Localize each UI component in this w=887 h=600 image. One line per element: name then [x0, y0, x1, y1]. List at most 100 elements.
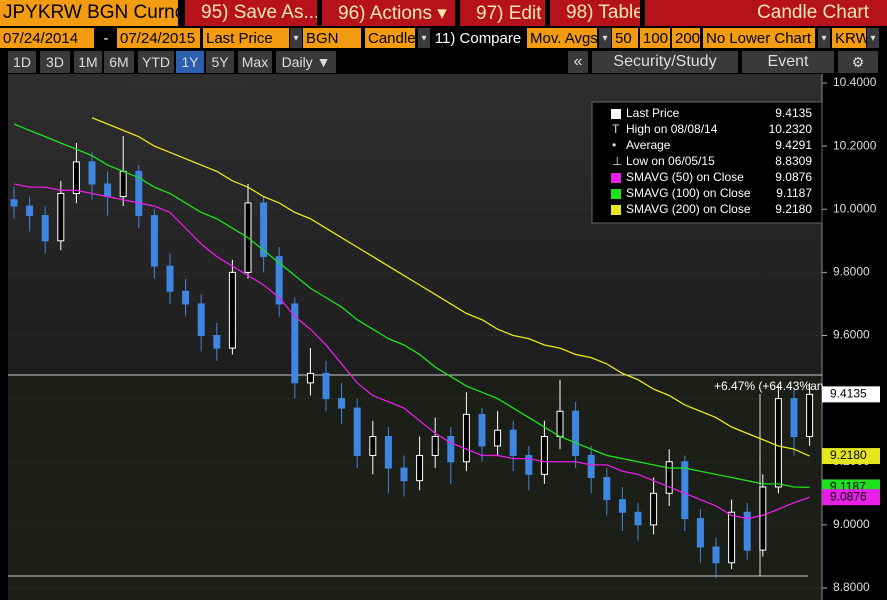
candle-body	[681, 461, 689, 520]
toolbar-item: ▾	[867, 28, 879, 48]
toolbar-item[interactable]: Candle Chart	[645, 0, 887, 26]
legend-value: 9.0876	[775, 170, 812, 184]
candle-body	[88, 161, 96, 185]
candle-body	[494, 429, 502, 447]
candle-body	[478, 413, 486, 447]
price-tag	[822, 489, 880, 506]
legend-box	[591, 101, 823, 224]
y-tick-label: 10.0000	[833, 201, 877, 215]
toolbar-item[interactable]: 07/24/2014	[0, 28, 94, 48]
candle-body	[10, 199, 18, 207]
toolbar-item[interactable]: 97) Edit ▾	[460, 0, 545, 26]
toolbar-item[interactable]: 200	[672, 28, 700, 48]
candle-body	[384, 436, 392, 469]
toolbar-item[interactable]: 1M	[74, 51, 102, 73]
y-tick-label: 9.0000	[833, 517, 870, 531]
y-tick-label: 9.8000	[833, 265, 870, 279]
legend-value: 10.2320	[769, 122, 813, 136]
candle-body	[41, 215, 49, 242]
candle-body	[447, 436, 455, 463]
legend-symbol: T	[612, 122, 620, 136]
toolbar-item[interactable]: 6M	[104, 51, 134, 73]
plot-lower-band	[8, 375, 822, 600]
candle-body	[650, 492, 658, 526]
toolbar-item[interactable]: JPYKRW BGN Curncy	[0, 0, 178, 26]
candle-body	[759, 486, 767, 551]
legend-value: 9.1187	[776, 186, 812, 200]
candle-body	[509, 429, 517, 456]
candle-body	[431, 436, 439, 456]
candle-body	[197, 303, 205, 336]
candle-body	[416, 454, 424, 482]
toolbar-item[interactable]: 5Y	[206, 51, 234, 73]
y-tick-label: 9.6000	[833, 328, 870, 342]
sma-line	[91, 117, 810, 457]
toolbar-item[interactable]: 11) Compare	[434, 29, 522, 47]
candle-body	[119, 170, 127, 198]
candle-body	[774, 398, 782, 488]
toolbar-item[interactable]: Security/Study	[592, 51, 738, 73]
y-tick-label: 10.2000	[833, 138, 877, 152]
candle-body	[228, 271, 236, 349]
toolbar-item[interactable]: 50	[612, 28, 638, 48]
candle-body	[26, 205, 34, 217]
legend-swatch	[611, 189, 621, 199]
toolbar-item[interactable]: 96) Actions ▾	[322, 0, 455, 26]
sma-line	[13, 183, 810, 520]
legend-label: Last Price	[626, 106, 680, 120]
candle-body	[166, 265, 174, 292]
legend-swatch	[611, 109, 621, 119]
candle-body	[353, 407, 361, 456]
price-tag-label: 9.4135	[830, 387, 867, 401]
toolbar-item[interactable]: Candle	[365, 28, 415, 48]
candle-body	[572, 410, 580, 456]
candle-body	[462, 413, 470, 463]
candle-body	[72, 161, 80, 194]
legend-label: SMAVG (200) on Close	[626, 202, 751, 216]
toolbar-item[interactable]: «	[568, 51, 588, 73]
candle-body	[696, 518, 704, 548]
candle-body	[743, 511, 751, 551]
toolbar-item[interactable]: KRW	[832, 28, 866, 48]
candle-body	[135, 170, 143, 217]
candle-body	[603, 477, 611, 501]
toolbar-item[interactable]: Event	[742, 51, 834, 73]
candle-body	[150, 215, 158, 267]
toolbar-item[interactable]: 100	[640, 28, 670, 48]
candle-body	[556, 410, 564, 437]
toolbar-item[interactable]: Mov. Avgs	[527, 28, 597, 48]
legend-value: 9.4135	[775, 106, 812, 120]
legend-label: Low on 06/05/15	[626, 154, 715, 168]
toolbar-item: ▾	[418, 28, 430, 48]
toolbar-item[interactable]: -	[103, 29, 109, 47]
toolbar-item[interactable]: BGN	[303, 28, 361, 48]
legend-value: 9.4291	[775, 138, 812, 152]
toolbar-item[interactable]: 1Y	[176, 51, 204, 73]
annotation: +6.47% (+64.43%an	[714, 379, 823, 393]
candle-body	[400, 467, 408, 482]
candle-body	[728, 511, 736, 564]
candle-body	[806, 393, 814, 438]
toolbar-item[interactable]: 07/24/2015	[117, 28, 200, 48]
candle-body	[665, 461, 673, 494]
candle-body	[291, 303, 299, 384]
toolbar-item[interactable]: No Lower Chart	[703, 28, 815, 48]
toolbar-item[interactable]: YTD	[138, 51, 174, 73]
legend-label: SMAVG (100) on Close	[626, 186, 751, 200]
candle-body	[587, 454, 595, 479]
toolbar-item[interactable]: 1D	[8, 51, 36, 73]
y-tick-label: 8.8000	[833, 580, 870, 594]
candle-body	[369, 436, 377, 456]
chart: 8.80009.00009.20009.40009.60009.800010.0…	[8, 74, 880, 600]
price-tag-label: 9.2180	[830, 448, 867, 462]
candle-body	[260, 202, 268, 258]
legend-value: 8.8309	[775, 154, 812, 168]
toolbar-item[interactable]: Last Price	[203, 28, 289, 48]
toolbar-item[interactable]: Daily ▼	[276, 51, 336, 73]
toolbar-item[interactable]: 3D	[40, 51, 70, 73]
legend-label: Average	[626, 138, 671, 152]
toolbar-item[interactable]: 98) Table	[550, 0, 640, 26]
toolbar-item[interactable]: Max	[238, 51, 272, 73]
toolbar-item[interactable]: 95) Save As...	[185, 0, 317, 26]
candle-body	[618, 499, 626, 513]
